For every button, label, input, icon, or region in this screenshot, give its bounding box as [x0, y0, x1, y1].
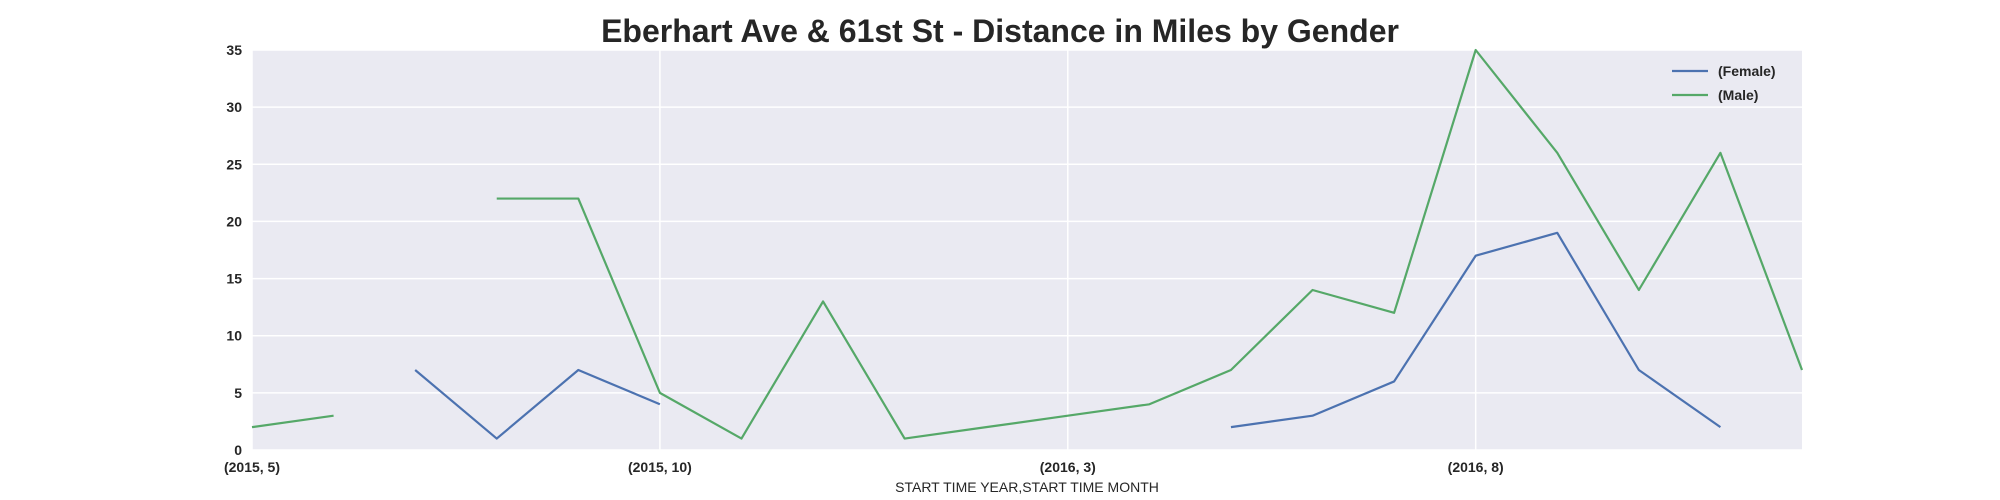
x-tick-label: (2016, 3)	[1040, 459, 1096, 475]
y-axis-ticks: 0 5 10 15 20 25 30 35	[226, 42, 242, 458]
x-tick-label: (2015, 10)	[628, 459, 692, 475]
y-tick-label: 15	[226, 271, 242, 287]
x-axis-label: START TIME YEAR,START TIME MONTH	[895, 479, 1159, 495]
grid-lines	[251, 49, 1802, 451]
x-tick-label: (2016, 8)	[1448, 459, 1504, 475]
plot-area	[252, 50, 1802, 450]
y-tick-label: 35	[226, 42, 242, 58]
y-tick-label: 20	[226, 213, 242, 229]
series-line-segment	[496, 48, 1804, 440]
legend-label: (Male)	[1718, 87, 1758, 103]
series-lines	[251, 48, 1804, 440]
series-line-segment	[1230, 231, 1722, 429]
legend: (Female) (Male)	[1672, 63, 1776, 103]
series-line-segment	[414, 368, 661, 440]
chart-title: Eberhart Ave & 61st St - Distance in Mil…	[601, 13, 1399, 49]
y-tick-label: 5	[234, 385, 242, 401]
x-axis-ticks: (2015, 5) (2015, 10) (2016, 3) (2016, 8)	[224, 459, 1504, 475]
y-tick-label: 0	[234, 442, 242, 458]
y-tick-label: 30	[226, 99, 242, 115]
legend-label: (Female)	[1718, 63, 1776, 79]
y-tick-label: 10	[226, 328, 242, 344]
y-tick-label: 25	[226, 156, 242, 172]
series-line-segment	[251, 414, 334, 429]
x-tick-label: (2015, 5)	[224, 459, 280, 475]
